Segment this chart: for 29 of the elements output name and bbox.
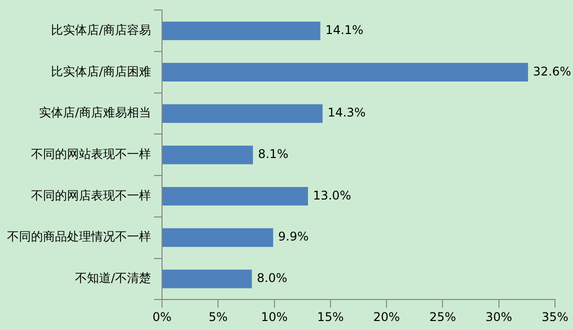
bar xyxy=(162,146,253,164)
y-tick-label: 不同的商品处理情况不一样 xyxy=(7,230,151,244)
x-tick-label: 0% xyxy=(152,310,172,324)
data-label: 14.1% xyxy=(325,22,364,37)
y-tick-label: 不同的网店表现不一样 xyxy=(31,188,151,202)
bar xyxy=(162,186,308,206)
y-tick-label: 比实体店/商店容易 xyxy=(50,22,151,37)
data-label: 9.9% xyxy=(278,230,309,244)
bar xyxy=(162,22,320,40)
data-label: 8.1% xyxy=(258,147,288,162)
x-tick-label: 25% xyxy=(429,310,456,324)
x-tick-label: 5% xyxy=(208,310,228,324)
bar xyxy=(162,62,528,82)
x-tick-label: 30% xyxy=(486,310,512,324)
bar xyxy=(162,270,252,288)
x-tick-label: 15% xyxy=(317,310,344,324)
y-tick-label: 不知道/不清楚 xyxy=(74,271,151,286)
x-tick-label: 10% xyxy=(260,310,288,324)
y-tick-label: 不同的网站表现不一样 xyxy=(31,147,151,162)
data-label: 8.0% xyxy=(256,271,288,286)
y-tick-label: 实体店/商店难易相当 xyxy=(38,106,151,120)
y-tick-label: 比实体店/商店困难 xyxy=(50,64,151,78)
x-tick-label: 20% xyxy=(373,310,400,324)
x-tick-label: 35% xyxy=(542,310,568,324)
data-label: 13.0% xyxy=(312,188,352,202)
bar xyxy=(162,228,274,247)
bar xyxy=(162,104,323,123)
data-label: 32.6% xyxy=(533,64,572,78)
data-label: 14.3% xyxy=(328,106,366,120)
